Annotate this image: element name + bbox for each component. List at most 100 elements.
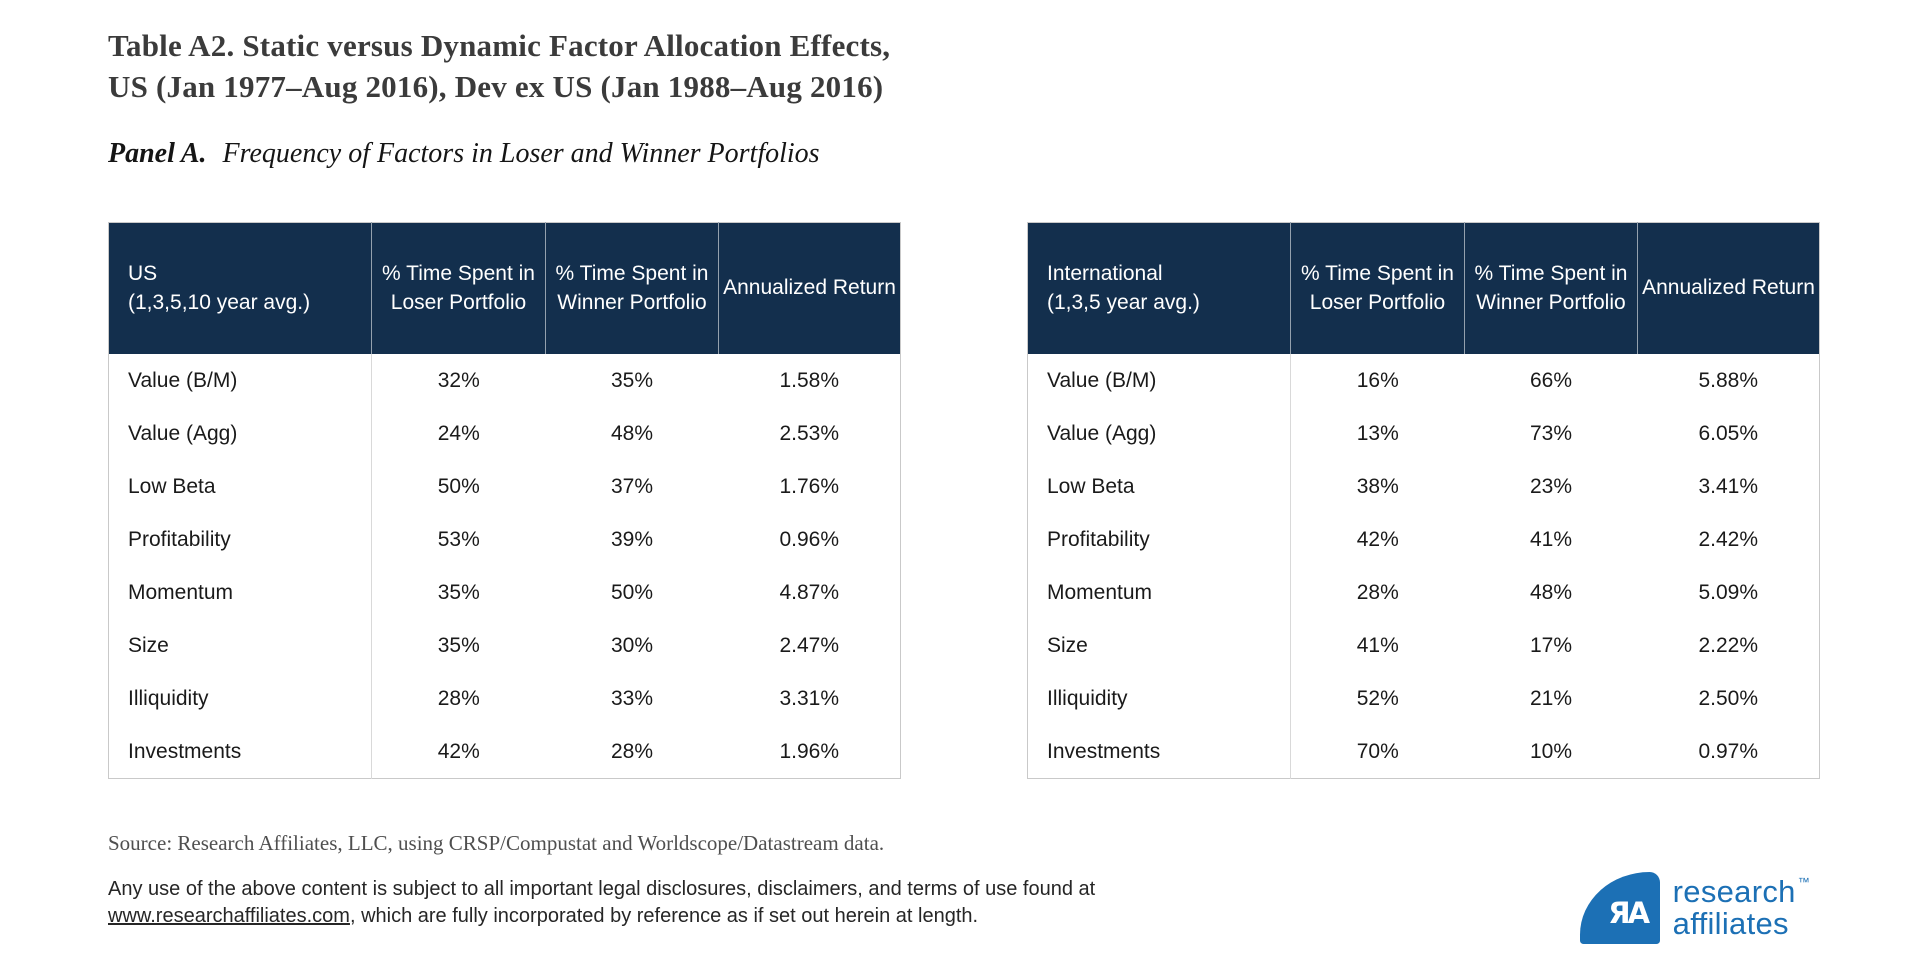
factor-cell: Profitability bbox=[1027, 513, 1291, 567]
loser-cell: 32% bbox=[437, 368, 480, 392]
table-row: Value (Agg) 13% 73% 6.05% bbox=[1027, 407, 1820, 461]
winner-cell: 30% bbox=[610, 633, 654, 657]
us-col-annualized-header: Annualized Return bbox=[718, 222, 901, 355]
us-col-winner-header: % Time Spent in Winner Portfolio bbox=[545, 222, 719, 355]
factor-cell: Size bbox=[1027, 619, 1291, 673]
us-table-label-cell: US (1,3,5,10 year avg.) bbox=[108, 222, 372, 355]
annualized-cell: 2.42% bbox=[1698, 527, 1759, 551]
tables-container: US (1,3,5,10 year avg.) % Time Spent in … bbox=[108, 221, 1920, 779]
annualized-cell: 3.31% bbox=[779, 686, 840, 710]
loser-cell: 24% bbox=[437, 421, 480, 445]
winner-cell: 73% bbox=[1529, 421, 1573, 445]
annualized-cell: 1.96% bbox=[779, 739, 840, 763]
international-col-annualized-header: Annualized Return bbox=[1637, 222, 1820, 355]
international-table-header: International (1,3,5 year avg.) % Time S… bbox=[1027, 222, 1820, 355]
international-table-body: Value (B/M) 16% 66% 5.88% Value (Agg) 13… bbox=[1027, 354, 1820, 779]
factor-cell: Momentum bbox=[1027, 566, 1291, 620]
panel-title: Panel A. Frequency of Factors in Loser a… bbox=[108, 138, 1920, 170]
factor-cell: Low Beta bbox=[1027, 460, 1291, 514]
annualized-cell: 5.88% bbox=[1698, 368, 1759, 392]
annualized-cell: 4.87% bbox=[779, 580, 840, 604]
trademark-symbol: ™ bbox=[1797, 875, 1810, 890]
research-affiliates-logo-text: research ™ affiliates bbox=[1673, 876, 1810, 939]
table-row: Value (B/M) 16% 66% 5.88% bbox=[1027, 354, 1820, 408]
annualized-cell: 2.22% bbox=[1698, 633, 1759, 657]
table-row: Illiquidity 28% 33% 3.31% bbox=[108, 672, 901, 726]
factor-cell: Profitability bbox=[108, 513, 372, 567]
winner-cell: 28% bbox=[610, 739, 654, 763]
research-affiliates-logo-icon: ЯA bbox=[1579, 872, 1660, 944]
annualized-cell: 3.41% bbox=[1698, 474, 1759, 498]
loser-cell: 52% bbox=[1356, 686, 1399, 710]
loser-cell: 42% bbox=[437, 739, 480, 763]
loser-cell: 41% bbox=[1356, 633, 1399, 657]
us-table-header: US (1,3,5,10 year avg.) % Time Spent in … bbox=[108, 222, 901, 355]
winner-cell: 48% bbox=[1529, 580, 1573, 604]
winner-cell: 33% bbox=[610, 686, 654, 710]
factor-cell: Size bbox=[108, 619, 372, 673]
factor-cell: Illiquidity bbox=[108, 672, 372, 726]
loser-cell: 28% bbox=[1356, 580, 1399, 604]
table-row: Investments 70% 10% 0.97% bbox=[1027, 725, 1820, 779]
factor-cell: Value (B/M) bbox=[108, 354, 372, 408]
panel-description: Frequency of Factors in Loser and Winner… bbox=[222, 137, 820, 169]
loser-cell: 42% bbox=[1356, 527, 1399, 551]
international-table-label-cell: International (1,3,5 year avg.) bbox=[1027, 222, 1291, 355]
table-row: Profitability 42% 41% 2.42% bbox=[1027, 513, 1820, 567]
annualized-cell: 0.96% bbox=[779, 527, 840, 551]
legal-text-before-link: Any use of the above content is subject … bbox=[108, 877, 1096, 900]
annualized-cell: 0.97% bbox=[1698, 739, 1759, 763]
annualized-cell: 6.05% bbox=[1698, 421, 1759, 445]
winner-cell: 23% bbox=[1529, 474, 1573, 498]
page-title-line2: US (Jan 1977–Aug 2016), Dev ex US (Jan 1… bbox=[108, 68, 884, 104]
us-table-label-line1: US bbox=[128, 262, 158, 286]
winner-cell: 37% bbox=[610, 474, 654, 498]
winner-cell: 66% bbox=[1529, 368, 1573, 392]
researchaffiliates-link[interactable]: www.researchaffiliates.com bbox=[108, 905, 350, 928]
research-affiliates-logo: ЯA research ™ affiliates bbox=[1579, 872, 1810, 944]
us-table-header-row: US (1,3,5,10 year avg.) % Time Spent in … bbox=[108, 222, 901, 355]
winner-cell: 21% bbox=[1529, 686, 1573, 710]
loser-cell: 53% bbox=[437, 527, 480, 551]
table-row: Low Beta 50% 37% 1.76% bbox=[108, 460, 901, 514]
loser-cell: 13% bbox=[1356, 421, 1399, 445]
loser-cell: 50% bbox=[437, 474, 480, 498]
international-table-label-line2: (1,3,5 year avg.) bbox=[1047, 290, 1200, 314]
legal-note: Any use of the above content is subject … bbox=[108, 876, 1118, 931]
loser-cell: 16% bbox=[1356, 368, 1399, 392]
legal-text-after-link: , which are fully incorporated by refere… bbox=[349, 905, 979, 928]
factor-cell: Momentum bbox=[108, 566, 372, 620]
factor-cell: Value (B/M) bbox=[1027, 354, 1291, 408]
table-row: Profitability 53% 39% 0.96% bbox=[108, 513, 901, 567]
winner-cell: 39% bbox=[610, 527, 654, 551]
page-title-line1: Table A2. Static versus Dynamic Factor A… bbox=[108, 28, 891, 63]
us-table-body: Value (B/M) 32% 35% 1.58% Value (Agg) 24… bbox=[108, 354, 901, 779]
logo-word-research: research bbox=[1672, 874, 1796, 910]
winner-cell: 50% bbox=[610, 580, 654, 604]
loser-cell: 70% bbox=[1356, 739, 1399, 763]
logo-wordmark-line1: research ™ bbox=[1673, 876, 1810, 908]
winner-cell: 41% bbox=[1529, 527, 1573, 551]
international-col-winner-header: % Time Spent in Winner Portfolio bbox=[1464, 222, 1638, 355]
annualized-cell: 1.58% bbox=[779, 368, 840, 392]
annualized-cell: 2.47% bbox=[779, 633, 840, 657]
table-row: Size 35% 30% 2.47% bbox=[108, 619, 901, 673]
international-table: International (1,3,5 year avg.) % Time S… bbox=[1027, 221, 1820, 779]
annualized-cell: 2.50% bbox=[1698, 686, 1759, 710]
table-row: Momentum 35% 50% 4.87% bbox=[108, 566, 901, 620]
factor-cell: Value (Agg) bbox=[108, 407, 372, 461]
factor-cell: Low Beta bbox=[108, 460, 372, 514]
winner-cell: 17% bbox=[1529, 633, 1573, 657]
international-col-loser-header: % Time Spent in Loser Portfolio bbox=[1290, 222, 1465, 355]
factor-cell: Investments bbox=[108, 725, 372, 779]
annualized-cell: 1.76% bbox=[779, 474, 840, 498]
loser-cell: 38% bbox=[1356, 474, 1399, 498]
winner-cell: 35% bbox=[610, 368, 654, 392]
table-row: Low Beta 38% 23% 3.41% bbox=[1027, 460, 1820, 514]
logo-word-affiliates: affiliates bbox=[1672, 906, 1789, 941]
international-table-label-line1: International bbox=[1047, 262, 1163, 286]
table-row: Value (B/M) 32% 35% 1.58% bbox=[108, 354, 901, 408]
annualized-cell: 5.09% bbox=[1698, 580, 1759, 604]
page-title: Table A2. Static versus Dynamic Factor A… bbox=[108, 26, 1920, 108]
